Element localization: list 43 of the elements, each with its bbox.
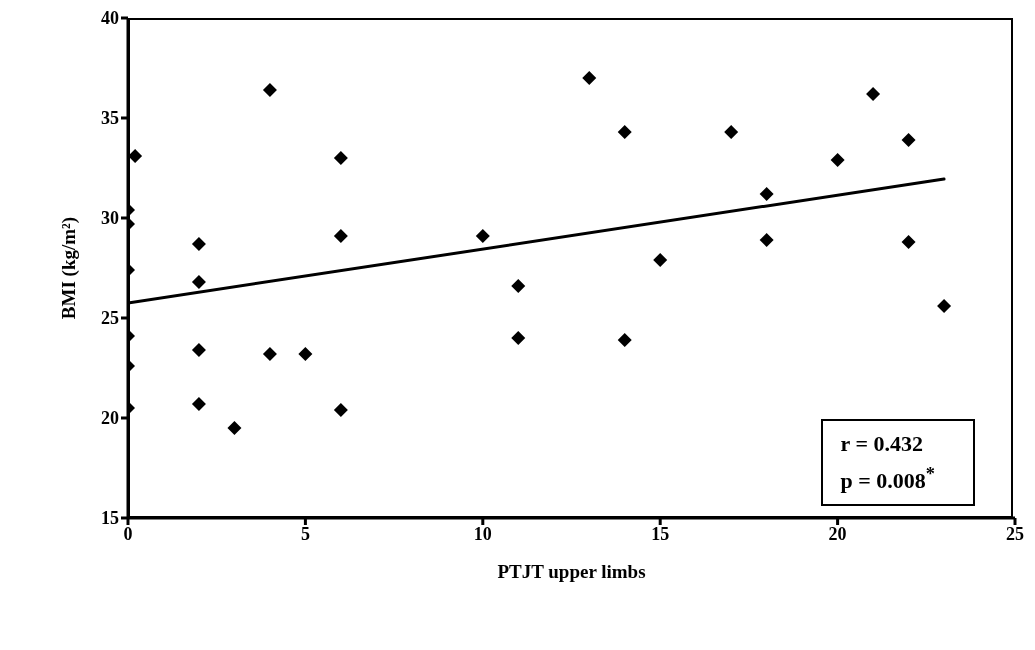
- x-tick-label: 10: [473, 523, 492, 544]
- point: [333, 151, 348, 165]
- y-axis-title: BMI (kg/m²): [57, 216, 80, 320]
- annotation: p = 0.008$^{*}$: [840, 462, 935, 495]
- point: [617, 333, 632, 347]
- point: [191, 275, 206, 289]
- x-tick-label: 0: [123, 523, 133, 544]
- x-tick-label: 25: [1006, 523, 1024, 544]
- x-tick-label: 15: [651, 523, 670, 544]
- point: [191, 237, 206, 251]
- y-tick-label: 25: [101, 308, 119, 329]
- y-tick-label: 15: [101, 508, 119, 529]
- y-tick-label: 30: [101, 208, 119, 229]
- point: [511, 279, 526, 293]
- point: [191, 397, 206, 411]
- point: [262, 83, 277, 97]
- point: [901, 133, 916, 147]
- x-tick-label: 5: [300, 523, 310, 544]
- point: [937, 299, 952, 313]
- point: [262, 347, 277, 361]
- point: [227, 421, 242, 435]
- point: [333, 403, 348, 417]
- y-tick-label: 35: [101, 108, 119, 129]
- point: [333, 229, 348, 243]
- point: [724, 125, 739, 139]
- point: [866, 87, 881, 101]
- point: [582, 71, 597, 85]
- point: [830, 153, 845, 167]
- annotation: r = 0.432: [840, 429, 924, 458]
- point: [759, 233, 774, 247]
- point: [617, 125, 632, 139]
- y-tick-label: 40: [101, 8, 119, 29]
- x-tick-label: 20: [828, 523, 847, 544]
- point: [298, 347, 313, 361]
- point: [653, 253, 668, 267]
- point: [511, 331, 526, 345]
- x-axis-title: PTJT upper limbs: [497, 561, 646, 582]
- point: [128, 149, 143, 163]
- point: [475, 229, 490, 243]
- point: [759, 187, 774, 201]
- y-tick-label: 20: [101, 408, 119, 429]
- point: [901, 235, 916, 249]
- point: [191, 343, 206, 357]
